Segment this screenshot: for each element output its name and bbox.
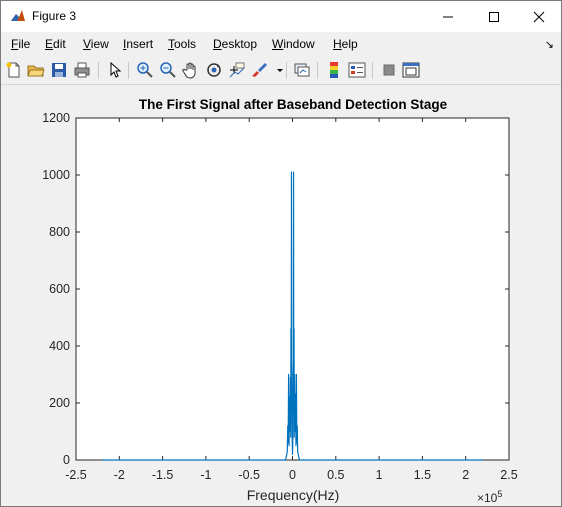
menu-window[interactable]: Window [272, 37, 315, 51]
zoom-out-icon[interactable] [159, 61, 177, 79]
pointer-icon[interactable] [106, 61, 124, 79]
toolbar-separator [128, 62, 129, 79]
matlab-figure-icon [10, 8, 26, 24]
rotate-3d-icon[interactable] [205, 61, 223, 79]
brush-icon[interactable] [251, 61, 269, 79]
x-exponent-base: ×10 [477, 491, 498, 505]
menu-help[interactable]: Help [333, 37, 358, 51]
chart-title: The First Signal after Baseband Detectio… [139, 97, 448, 112]
menu-view[interactable]: View [83, 37, 109, 51]
x-tick-label: -2.5 [65, 468, 87, 482]
x-axis-label: Frequency(Hz) [247, 487, 340, 503]
show-plot-tools-icon[interactable] [402, 61, 420, 79]
pan-hand-icon[interactable] [182, 61, 200, 79]
new-figure-icon[interactable] [5, 61, 23, 79]
toolbar-separator [98, 62, 99, 79]
open-file-icon[interactable] [27, 61, 45, 79]
x-tick-label: 1 [376, 468, 383, 482]
x-tick-label: 1.5 [414, 468, 431, 482]
toolbar-separator [372, 62, 373, 79]
x-exponent-power: 5 [497, 489, 502, 499]
x-tick-label: 0 [289, 468, 296, 482]
menu-bar: File Edit View Insert Tools Desktop Wind… [1, 32, 561, 56]
close-button[interactable] [516, 1, 562, 32]
menu-desktop[interactable]: Desktop [213, 37, 258, 51]
window-title: Figure 3 [32, 9, 77, 23]
chevron-down-icon[interactable] [271, 61, 283, 79]
figure-toolbar [1, 56, 561, 85]
link-plot-icon[interactable] [293, 61, 311, 79]
y-tick-label: 200 [49, 396, 70, 410]
x-tick-label: 2.5 [500, 468, 517, 482]
x-tick-label: -1.5 [152, 468, 174, 482]
figure-canvas: The First Signal after Baseband Detectio… [1, 85, 561, 506]
minimize-icon [443, 16, 453, 17]
x-exponent-label: ×105 [477, 489, 502, 505]
plot-axes[interactable]: The First Signal after Baseband Detectio… [1, 85, 561, 506]
x-tick-label: 0.5 [327, 468, 344, 482]
zoom-in-icon[interactable] [136, 61, 154, 79]
y-tick-label: 600 [49, 282, 70, 296]
x-tick-label: -1 [200, 468, 211, 482]
insert-colorbar-icon[interactable] [325, 61, 343, 79]
toolbar-separator [286, 62, 287, 79]
save-icon[interactable] [50, 61, 68, 79]
insert-legend-icon[interactable] [348, 61, 366, 79]
y-tick-label: 400 [49, 339, 70, 353]
minimize-button[interactable] [425, 1, 471, 32]
menu-tools[interactable]: Tools [168, 37, 197, 51]
series-line [101, 171, 484, 461]
maximize-button[interactable] [471, 1, 517, 32]
title-bar: Figure 3 [1, 1, 561, 32]
x-tick-label: -2 [114, 468, 125, 482]
menu-file[interactable]: File [11, 37, 31, 51]
data-cursor-icon[interactable] [228, 61, 246, 79]
print-icon[interactable] [73, 61, 91, 79]
menu-edit[interactable]: Edit [45, 37, 66, 51]
menu-insert[interactable]: Insert [123, 37, 154, 51]
y-tick-label: 1000 [42, 168, 70, 182]
y-tick-label: 1200 [42, 111, 70, 125]
maximize-icon [489, 11, 499, 22]
dock-arrow-icon[interactable]: ↘ [544, 39, 554, 51]
close-icon [533, 11, 545, 22]
x-tick-label: -0.5 [238, 468, 260, 482]
hide-plot-tools-icon[interactable] [380, 61, 398, 79]
x-tick-label: 2 [462, 468, 469, 482]
y-tick-label: 0 [63, 453, 70, 467]
y-tick-label: 800 [49, 225, 70, 239]
toolbar-separator [317, 62, 318, 79]
